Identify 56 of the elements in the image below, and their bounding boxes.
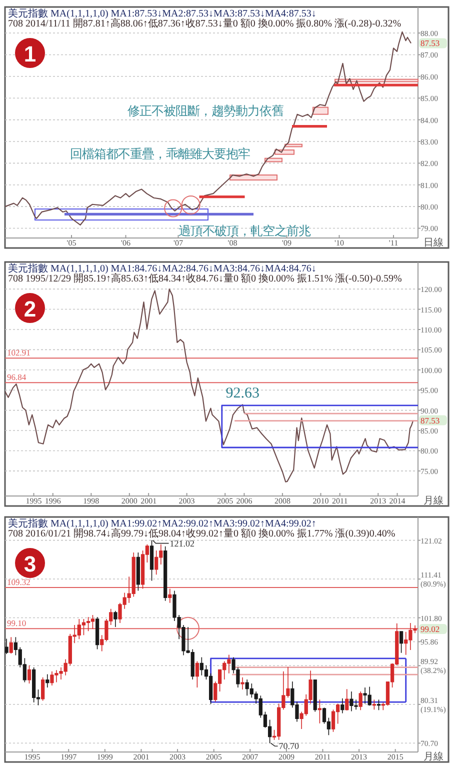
x-tick-label: '06: [121, 238, 130, 248]
x-tick-label: '07: [174, 238, 183, 248]
x-tick-label: '11: [388, 238, 398, 248]
x-tick-label: 2009: [278, 752, 294, 762]
ref-line-label: 102.91: [7, 348, 30, 358]
x-tick-label: 2003: [178, 496, 195, 506]
chart-title: 美元指數 MA(1,1,1,1,0) MA1:87.53↓MA2:87.53↓MA3:87.53↓MA4:87.53↓: [8, 8, 316, 20]
ref-line-label: 96.84: [7, 372, 27, 382]
ref-line-label: 109.32: [7, 576, 30, 587]
x-axis-title: 月線: [423, 496, 444, 506]
x-tick-label: 2005: [217, 496, 234, 506]
x-tick-label: 1996: [44, 496, 61, 506]
text: 87.53: [420, 415, 440, 426]
x-tick-label: 2015: [387, 752, 404, 762]
ref-line-label: 99.10: [7, 618, 26, 628]
x-tick-label: 2014: [389, 496, 406, 506]
x-tick-label: '08: [228, 238, 238, 248]
x-tick-label: 2011: [314, 752, 331, 762]
annotation: 回檔箱都不重疊，乖離雖大要抱牢: [70, 146, 250, 161]
annotation: 2: [24, 296, 36, 322]
x-tick-label: 2010: [312, 496, 329, 506]
x-tick-label: 2005: [206, 752, 222, 762]
x-tick-label: 2001: [133, 752, 150, 762]
annotation: 過頂不破頂，軋空之前兆: [178, 224, 311, 238]
annotation: 70.70: [278, 741, 300, 752]
x-tick-label: 1995: [26, 496, 42, 506]
x-tick-label: 1999: [96, 752, 113, 762]
x-tick-label: 2013: [370, 496, 386, 506]
x-axis-title: 月線: [423, 752, 444, 762]
annotation: 1: [24, 42, 36, 66]
x-axis-title: 日線: [423, 238, 444, 248]
text: 99.02: [420, 624, 440, 634]
text: 708 2016/01/21 開98.74↓高99.79↓低98.04↑收99.02↑量0 額0 換0.00% 振1.77% 漲(0.39)0.40%: [8, 528, 396, 540]
x-tick-label: 2008: [274, 496, 290, 506]
x-tick-label: '05: [66, 238, 76, 248]
chart-title: 美元指數 MA(1,1,1,1,0) MA1:84.76↓MA2:84.76↓MA3:84.76↓MA4:84.76↓: [8, 262, 316, 274]
annotation: 3: [24, 552, 36, 576]
x-tick-label: 2006: [236, 496, 252, 506]
x-tick-label: 2000: [121, 496, 138, 506]
x-tick-label: 1998: [83, 496, 100, 506]
text: 708 2014/11/11 開87.81↑高88.06↑低87.36↑收87.53↓量0 額0 換0.00% 振0.80% 漲(-0.28)-0.32%: [8, 18, 402, 30]
x-tick-label: 2013: [351, 752, 368, 762]
annotation: 修正不被阻斷，趨勢動力依舊: [128, 104, 284, 118]
x-tick-label: 1997: [60, 752, 77, 762]
x-tick-label: '09: [282, 238, 292, 248]
annotation: 92.63: [226, 386, 260, 402]
x-tick-label: '10: [334, 238, 344, 248]
x-tick-label: 1995: [24, 752, 40, 762]
x-tick-label: 2001: [140, 496, 157, 506]
annotation: 121.02: [170, 538, 195, 548]
x-tick-label: 2007: [242, 752, 258, 762]
chart-title: 美元指數 MA(1,1,1,1,0) MA1:99.02↑MA2:99.02↑MA3:99.02↑MA4:99.02↑: [8, 518, 316, 530]
x-tick-label: 2003: [170, 752, 186, 762]
x-tick-label: 2011: [332, 496, 348, 506]
text: 708 1995/12/29 開85.19↑高85.63↑低84.34↑收84.76↓量0 額0 換0.00% 振1.51% 漲(-0.50)-0.59%: [8, 272, 402, 284]
text: 87.53: [420, 38, 440, 48]
